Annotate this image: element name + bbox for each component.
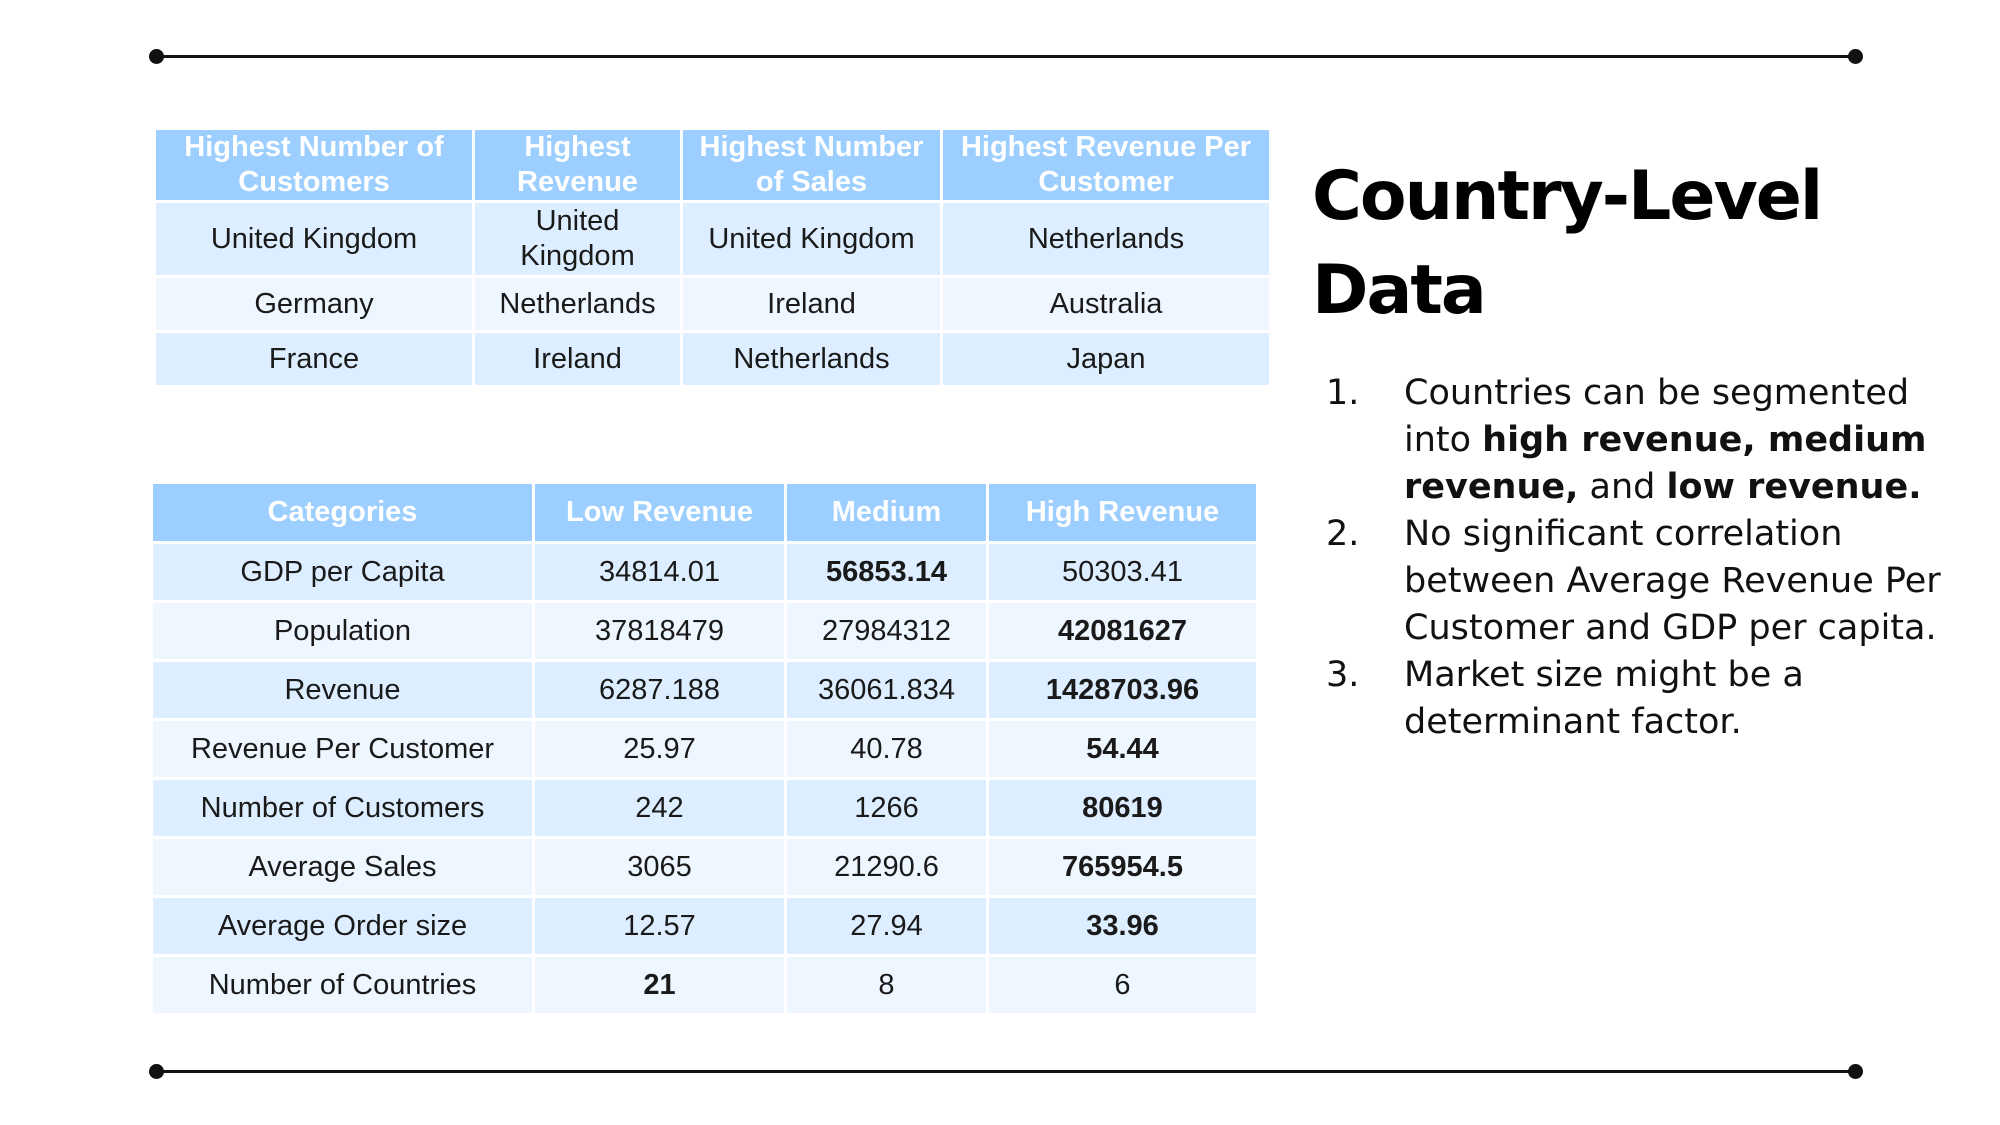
table-header-row: Highest Number of Customers Highest Reve… (156, 130, 1269, 200)
table-row: GDP per Capita 34814.01 56853.14 50303.4… (153, 544, 1256, 600)
table-cell: Japan (943, 333, 1269, 385)
column-header: High Revenue (989, 484, 1256, 541)
column-header: Categories (153, 484, 532, 541)
list-item: 1. Countries can be segmented into high r… (1326, 370, 1966, 511)
row-label: GDP per Capita (153, 544, 532, 600)
table-cell: 6 (989, 957, 1256, 1013)
top-countries-table: Highest Number of Customers Highest Reve… (153, 127, 1272, 388)
title-line: Country-Level (1312, 157, 1823, 236)
table-row: Revenue 6287.188 36061.834 1428703.96 (153, 662, 1256, 718)
column-header: Highest Number of Customers (156, 130, 472, 200)
row-label: Revenue (153, 662, 532, 718)
row-label: Number of Countries (153, 957, 532, 1013)
table-cell: Germany (156, 278, 472, 330)
table-row: United Kingdom United Kingdom United Kin… (156, 203, 1269, 275)
row-label: Revenue Per Customer (153, 721, 532, 777)
row-label: Average Sales (153, 839, 532, 895)
table-cell: Netherlands (683, 333, 940, 385)
divider-endpoint (149, 49, 164, 64)
row-label: Number of Customers (153, 780, 532, 836)
table-cell: 25.97 (535, 721, 784, 777)
table-cell: Ireland (683, 278, 940, 330)
divider-endpoint (149, 1064, 164, 1079)
table-cell: 27984312 (787, 603, 986, 659)
table-row: Germany Netherlands Ireland Australia (156, 278, 1269, 330)
column-header: Highest Number of Sales (683, 130, 940, 200)
list-number: 1. (1326, 373, 1360, 413)
table-cell: United Kingdom (475, 203, 680, 275)
bullet-text-bold: low revenue. (1666, 467, 1922, 507)
table-cell: 50303.41 (989, 544, 1256, 600)
table-cell: 42081627 (989, 603, 1256, 659)
table-cell: 1428703.96 (989, 662, 1256, 718)
table-cell: 3065 (535, 839, 784, 895)
list-item: 3. Market size might be a determinant fac… (1326, 652, 1966, 746)
table-cell: 80619 (989, 780, 1256, 836)
table-row: Number of Customers 242 1266 80619 (153, 780, 1256, 836)
row-label: Average Order size (153, 898, 532, 954)
revenue-segment-table: Categories Low Revenue Medium High Reven… (150, 481, 1259, 1016)
table-row: Average Order size 12.57 27.94 33.96 (153, 898, 1256, 954)
bottom-divider (149, 1064, 1863, 1079)
table-row: Number of Countries 21 8 6 (153, 957, 1256, 1013)
table-cell: 54.44 (989, 721, 1256, 777)
list-number: 3. (1326, 655, 1360, 695)
page-title: Country-Level Data (1312, 150, 1872, 338)
bullet-text-bold: high revenue, medium revenue, (1404, 420, 1927, 507)
table-row: Revenue Per Customer 25.97 40.78 54.44 (153, 721, 1256, 777)
table-cell: 765954.5 (989, 839, 1256, 895)
table-cell: 21290.6 (787, 839, 986, 895)
table-cell: 27.94 (787, 898, 986, 954)
table-cell: 242 (535, 780, 784, 836)
divider-endpoint (1848, 49, 1863, 64)
table-cell: 6287.188 (535, 662, 784, 718)
table-cell: Ireland (475, 333, 680, 385)
table-cell: United Kingdom (683, 203, 940, 275)
table-cell: Netherlands (475, 278, 680, 330)
table-cell: 21 (535, 957, 784, 1013)
row-label: Population (153, 603, 532, 659)
table-header-row: Categories Low Revenue Medium High Reven… (153, 484, 1256, 541)
top-divider (149, 49, 1863, 64)
bullet-text: Countries can be segmented into (1404, 373, 1910, 460)
column-header: Low Revenue (535, 484, 784, 541)
table-cell: 36061.834 (787, 662, 986, 718)
column-header: Highest Revenue Per Customer (943, 130, 1269, 200)
table-cell: Australia (943, 278, 1269, 330)
table-cell: France (156, 333, 472, 385)
table-cell: 33.96 (989, 898, 1256, 954)
table-cell: 1266 (787, 780, 986, 836)
table-cell: 8 (787, 957, 986, 1013)
table-row: Average Sales 3065 21290.6 765954.5 (153, 839, 1256, 895)
table-cell: 12.57 (535, 898, 784, 954)
title-line: Data (1312, 251, 1487, 330)
table-row: Population 37818479 27984312 42081627 (153, 603, 1256, 659)
divider-endpoint (1848, 1064, 1863, 1079)
table-cell: 34814.01 (535, 544, 784, 600)
table-cell: 56853.14 (787, 544, 986, 600)
list-item: 2. No significant correlation between Ave… (1326, 511, 1966, 652)
bullet-text: and (1578, 467, 1667, 507)
list-number: 2. (1326, 514, 1360, 554)
table-row: France Ireland Netherlands Japan (156, 333, 1269, 385)
table-cell: Netherlands (943, 203, 1269, 275)
bullet-text: Market size might be a determinant facto… (1404, 655, 1804, 742)
column-header: Medium (787, 484, 986, 541)
table-cell: 37818479 (535, 603, 784, 659)
column-header: Highest Revenue (475, 130, 680, 200)
bullet-text: No significant correlation between Avera… (1404, 514, 1941, 648)
table-cell: 40.78 (787, 721, 986, 777)
findings-list: 1. Countries can be segmented into high r… (1326, 370, 1966, 746)
table-cell: United Kingdom (156, 203, 472, 275)
